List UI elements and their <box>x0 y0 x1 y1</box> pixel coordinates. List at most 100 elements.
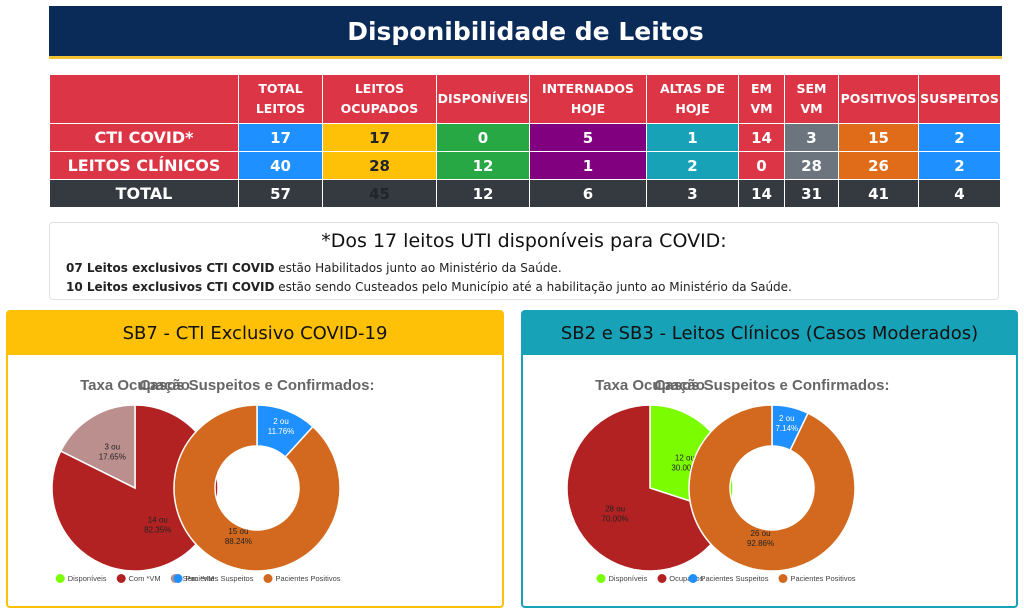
cell-internados-hoje: 6 <box>529 179 647 208</box>
note-line-1-bold: 07 Leitos exclusivos CTI COVID <box>66 261 275 275</box>
chart-legend: Disponíveis Ocupados <box>596 574 703 583</box>
header-positivos: POSITIVOS <box>838 74 919 124</box>
cell-altas-de-hoje: 2 <box>646 151 739 180</box>
cell-suspeitos: 2 <box>918 151 1001 180</box>
row-label: CTI COVID* <box>49 123 239 152</box>
card-cti-covid-header: SB7 - CTI Exclusivo COVID-19 <box>8 312 502 355</box>
header-disponiveis: DISPONÍVEIS <box>436 74 530 124</box>
slice-sem-vm[interactable] <box>59 404 136 490</box>
chart-legend: Pacientes Suspeitos Pacientes Positivos <box>173 574 341 583</box>
legend-dot-icon <box>657 574 667 583</box>
chart-title: Casos Suspeitos e Confirmados: <box>654 377 890 394</box>
slice-label: 15 ou 88.24% <box>225 527 252 546</box>
header-em-vm: EM VM <box>738 74 785 124</box>
slice-com-vm[interactable] <box>51 404 219 572</box>
donut-chart: 2 ou 11.76% 15 ou 88.24% <box>173 404 341 572</box>
cell-em-vm: 0 <box>738 151 785 180</box>
cell-leitos-ocupados: 45 <box>322 179 437 208</box>
note-line-1-text: estão Habilitados junto ao Ministério da… <box>274 261 562 275</box>
legend-dot-icon <box>116 574 126 583</box>
header-sem-vm: SEM VM <box>784 74 839 124</box>
card-leitos-clinicos-title: SB2 e SB3 - Leitos Clínicos (Casos Moder… <box>560 323 979 344</box>
table-row: LEITOS CLÍNICOS 40 28 12 1 2 0 28 26 2 <box>49 151 1001 180</box>
note-title: *Dos 17 leitos UTI disponíveis para COVI… <box>321 230 727 252</box>
legend-label: Com *VM <box>128 574 161 583</box>
legend-item[interactable]: Pacientes Positivos <box>263 574 341 583</box>
slice-label: 3 ou 17.65% <box>99 442 126 461</box>
cell-disponiveis: 12 <box>436 179 530 208</box>
slice-label: 12 ou 30.00% <box>671 454 698 473</box>
cell-suspeitos: 2 <box>918 123 1001 152</box>
cell-em-vm: 14 <box>738 179 785 208</box>
legend-label: Disponíveis <box>608 574 648 583</box>
card-leitos-clinicos: SB2 e SB3 - Leitos Clínicos (Casos Moder… <box>521 310 1018 608</box>
cell-altas-de-hoje: 1 <box>646 123 739 152</box>
cell-positivos: 26 <box>838 151 919 180</box>
table-row: TOTAL 57 45 12 6 3 14 31 41 4 <box>49 179 1001 208</box>
chart-title: Taxa Ocupação <box>595 377 705 394</box>
table-body: CTI COVID* 17 17 0 5 1 14 3 15 2 LEITOS CLÍNICOS 40… <box>49 123 1001 208</box>
cell-sem-vm: 31 <box>784 179 839 208</box>
table-row: CTI COVID* 17 17 0 5 1 14 3 15 2 <box>49 123 1001 152</box>
legend-item[interactable]: Ocupados <box>657 574 703 583</box>
card-leitos-clinicos-header: SB2 e SB3 - Leitos Clínicos (Casos Moder… <box>523 312 1016 355</box>
note-line-2: 10 Leitos exclusivos CTI COVID estão sen… <box>66 280 792 294</box>
cell-altas-de-hoje: 3 <box>646 179 739 208</box>
cell-total-leitos: 40 <box>238 151 323 180</box>
legend-item[interactable]: Disponíveis <box>55 574 107 583</box>
cell-total-leitos: 57 <box>238 179 323 208</box>
legend-item[interactable]: Com *VM <box>116 574 161 583</box>
cell-sem-vm: 28 <box>784 151 839 180</box>
cell-leitos-ocupados: 28 <box>322 151 437 180</box>
header-internados-hoje: INTERNADOS HOJE <box>529 74 647 124</box>
legend-dot-icon <box>688 574 698 583</box>
cell-positivos: 41 <box>838 179 919 208</box>
page-title: Disponibilidade de Leitos <box>347 16 704 46</box>
header-suspeitos: SUSPEITOS <box>918 74 1001 124</box>
cell-total-leitos: 17 <box>238 123 323 152</box>
legend-dot-icon <box>596 574 606 583</box>
note-line-2-text: estão sendo Custeados pelo Município até… <box>274 280 792 294</box>
cell-disponiveis: 12 <box>436 151 530 180</box>
slice-pacientes-positivos[interactable] <box>688 404 856 572</box>
cell-internados-hoje: 1 <box>529 151 647 180</box>
legend-label: Pacientes Suspeitos <box>185 574 254 583</box>
legend-label: Pacientes Positivos <box>275 574 341 583</box>
card-cti-covid: SB7 - CTI Exclusivo COVID-19 Taxa Ocupaç… <box>6 310 504 608</box>
legend-label: Disponíveis <box>67 574 107 583</box>
legend-item[interactable]: Pacientes Suspeitos <box>173 574 253 583</box>
donut-chart: 2 ou 7.14% 26 ou 92.86% <box>688 404 856 572</box>
slice-pacientes-positivos[interactable] <box>173 404 341 572</box>
leitos-table: TOTAL LEITOS LEITOS OCUPADOS DISPONÍVEIS IN… <box>49 74 1001 208</box>
chart-title: Taxa Ocupação <box>80 377 190 394</box>
header-altas-de-hoje: ALTAS DE HOJE <box>646 74 739 124</box>
header-empty <box>49 74 239 124</box>
legend-dot-icon <box>173 574 183 583</box>
slice-label: 26 ou 92.86% <box>747 529 774 548</box>
legend-dot-icon <box>55 574 65 583</box>
slice-label: 28 ou 70.00% <box>602 504 629 523</box>
note-line-2-bold: 10 Leitos exclusivos CTI COVID <box>66 280 275 294</box>
header-leitos-ocupados: LEITOS OCUPADOS <box>322 74 437 124</box>
note-box: *Dos 17 leitos UTI disponíveis para COVI… <box>49 222 999 300</box>
slice-ocupados[interactable] <box>566 404 730 572</box>
legend-label: Pacientes Suspeitos <box>700 574 769 583</box>
card-cti-covid-title: SB7 - CTI Exclusivo COVID-19 <box>122 323 388 344</box>
legend-item[interactable]: Pacientes Suspeitos <box>688 574 768 583</box>
legend-label: Ocupados <box>669 574 704 583</box>
note-line-1: 07 Leitos exclusivos CTI COVID estão Hab… <box>66 261 562 275</box>
table-header-row: TOTAL LEITOS LEITOS OCUPADOS DISPONÍVEIS IN… <box>49 74 1001 124</box>
legend-label: Sem *VM <box>182 574 215 583</box>
cell-em-vm: 14 <box>738 123 785 152</box>
legend-dot-icon <box>778 574 788 583</box>
cell-internados-hoje: 5 <box>529 123 647 152</box>
legend-item[interactable]: Disponíveis <box>596 574 648 583</box>
cell-positivos: 15 <box>838 123 919 152</box>
cell-suspeitos: 4 <box>918 179 1001 208</box>
row-label: LEITOS CLÍNICOS <box>49 151 239 180</box>
chart-legend: Pacientes Suspeitos Pacientes Positivos <box>688 574 856 583</box>
legend-item[interactable]: Pacientes Positivos <box>778 574 856 583</box>
legend-label: Pacientes Positivos <box>790 574 856 583</box>
cell-disponiveis: 0 <box>436 123 530 152</box>
